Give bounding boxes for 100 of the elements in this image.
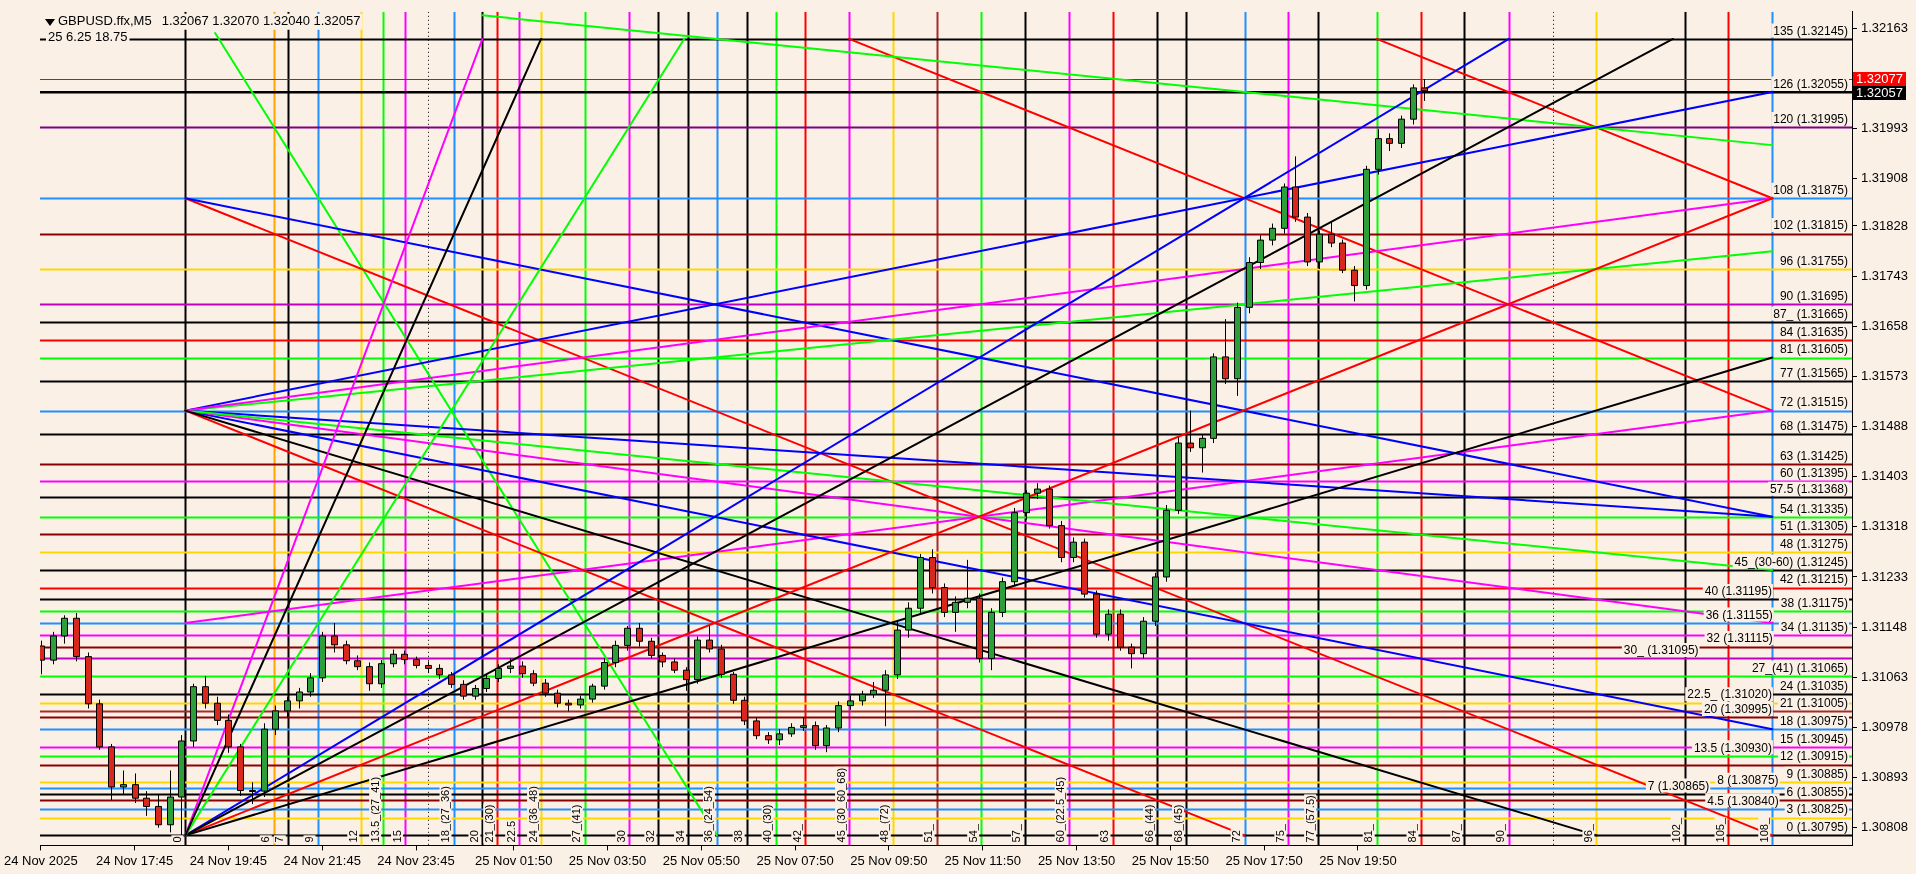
x-tick-label: 25 Nov 11:50 (944, 852, 1021, 868)
ref-line-label: 108 (1.31875) (1773, 183, 1849, 198)
ref-line-label: 81_ (1362, 823, 1375, 843)
x-tick-label: 25 Nov 19:50 (1319, 852, 1397, 868)
ref-line-label: 84_ (1406, 823, 1419, 843)
ref-line-label: 3 (1.30825) (1786, 802, 1849, 817)
ref-line-label: 0 (1.30795) (1786, 820, 1849, 835)
ref-line-label: 108_ (1757, 817, 1770, 843)
ref-line-label: 60 (1.31395) (1779, 466, 1849, 481)
y-tick-label: 1.30978 (1861, 718, 1909, 734)
ref-line-label: 96 (1.31755) (1779, 253, 1849, 268)
ref-line-label: 36_(24_54) (702, 786, 715, 843)
ref-line-label: 87_ (1449, 823, 1462, 843)
ref-line-label: 42 (1.31215) (1779, 572, 1849, 587)
ref-line-label: 48_(72) (878, 804, 891, 843)
y-tick-label: 1.30893 (1861, 769, 1909, 785)
ref-line-label: 60_(22.5_45) (1054, 776, 1067, 843)
ref-line-label: 15 (390, 830, 403, 843)
ref-line-label: 105_ (1714, 817, 1727, 843)
ref-line-label: 34 (673, 830, 686, 843)
ref-line-label: 6 (259, 836, 272, 843)
x-tick-label: 24 Nov 23:45 (377, 852, 455, 868)
x-tick-label: 24 Nov 2025 (3, 852, 78, 868)
ref-line-label: 7 (1.30865) (1647, 778, 1710, 793)
ref-line-label: 13.5_(27_41) (368, 776, 381, 843)
ref-line-label: 9 (303, 836, 316, 843)
ref-line-label: 22.5 (504, 820, 517, 843)
x-tick-label: 25 Nov 03:50 (568, 852, 647, 868)
ref-line-label: 9 (1.30885) (1786, 767, 1849, 782)
ref-line-label: 72 (1230, 830, 1243, 843)
y-tick-label: 1.31488 (1861, 418, 1909, 434)
ref-line-label: 18_(27_36) (439, 786, 452, 843)
ref-line-label: 40_(30) (761, 804, 774, 843)
ref-line-label: 45_(30-60) (1.31245) (1734, 554, 1849, 569)
ref-line-label: 54_ (966, 823, 979, 843)
ref-line-label: 12 (346, 830, 359, 843)
y-tick-label: 1.32163 (1861, 19, 1909, 35)
ref-line-label: 30 (614, 830, 627, 843)
ref-line-label: 15 (1.30945) (1779, 731, 1849, 746)
ref-line-label: 12 (1.30915) (1779, 749, 1849, 764)
ref-line-label: 7 (273, 836, 286, 843)
ref-line-label: 126 (1.32055) (1773, 76, 1849, 91)
x-tick-label: 24 Nov 21:45 (283, 852, 361, 868)
y-tick-label: 1.31318 (1861, 518, 1909, 534)
ref-line-label: 36 (1.31155) (1705, 607, 1773, 622)
ref-line-label: 24 (1.31035) (1779, 678, 1849, 693)
ref-line-label: 45_(30_60_68) (834, 767, 847, 843)
ref-line-label: 75_ (1273, 823, 1286, 843)
ref-line-label: 57.5 (1.31368) (1769, 482, 1849, 497)
ref-line-label: 68_(45) (1171, 804, 1184, 843)
ref-line-label: 90 (1.31695) (1779, 289, 1849, 304)
ref-line-label: 135 (1.32145) (1773, 23, 1849, 38)
ref-line-label: 6 (1.30855) (1786, 784, 1849, 799)
x-tick-label: 24 Nov 19:45 (189, 852, 268, 868)
x-tick-label: 25 Nov 13:50 (1037, 852, 1116, 868)
annotation: 25 6.25 18.75 (48, 28, 128, 44)
x-tick-label: 25 Nov 05:50 (662, 852, 740, 868)
ref-line-label: 4.5 (1.30840) (1707, 793, 1779, 808)
ref-line-label: 40 (1.31195) (1704, 584, 1772, 599)
ref-line-label: 48 (1.31275) (1779, 537, 1849, 552)
ref-line-label: 81 (1.31605) (1779, 342, 1849, 357)
ref-line-label: 20 (1.30995) (1703, 702, 1772, 717)
x-tick-label: 25 Nov 17:50 (1225, 852, 1303, 868)
x-tick-label: 24 Nov 17:45 (95, 852, 174, 868)
ref-line-label: 90_ (1494, 823, 1507, 843)
ref-line-label: 13.5 (1.30930) (1693, 740, 1772, 755)
ref-line-label: 30_ (1.31095) (1623, 643, 1699, 658)
ref-line-label: 63 (1098, 830, 1111, 843)
ref-line-label: 68 (1.31475) (1779, 419, 1849, 434)
ref-line-label: 21_(30) (482, 804, 495, 843)
ref-line-label: 38 (1.31175) (1780, 596, 1849, 610)
ref-line-label: 27_(41) (570, 804, 583, 843)
y-tick-label: 1.31658 (1861, 317, 1909, 333)
annotation: 1.32067 1.32070 1.32040 1.32057 (161, 12, 361, 28)
y-tick-label: 1.31573 (1861, 367, 1909, 383)
ref-line-label: 0 (170, 836, 183, 843)
ref-line-label: 54 (1.31335) (1779, 501, 1849, 516)
ref-line-label: 87_ (1.31665) (1773, 306, 1849, 321)
ref-line-label: 20 (467, 830, 480, 843)
x-tick-label: 25 Nov 07:50 (756, 852, 834, 868)
ref-line-label: 1.32077 (1856, 71, 1904, 87)
ref-line-label: 77 (1.31565) (1779, 365, 1849, 380)
ref-line-label: 102_ (1670, 817, 1683, 843)
ref-line-label: 42_ (790, 823, 803, 843)
x-tick-label: 25 Nov 15:50 (1131, 852, 1210, 868)
ref-line-label: 51 (1.31305) (1779, 519, 1849, 534)
ref-line-label: 1.32057 (1856, 85, 1904, 101)
ref-line-label: 77_(57.5) (1303, 795, 1316, 843)
y-tick-label: 1.31908 (1861, 170, 1909, 186)
ref-line-label: 38 (732, 830, 745, 843)
ref-line-label: 63 (1.31425) (1779, 448, 1849, 463)
ref-line-label: 34 (1.31135) (1780, 619, 1849, 634)
ref-line-label: 24_(36_48) (526, 786, 539, 843)
y-tick-label: 1.30808 (1861, 819, 1909, 835)
y-tick-label: 1.31148 (1861, 618, 1908, 634)
ref-line-label: 21 (1.31005) (1779, 696, 1849, 711)
x-tick-label: 25 Nov 09:50 (850, 852, 928, 868)
y-tick-label: 1.31993 (1861, 120, 1909, 136)
x-tick-label: 25 Nov 01:50 (475, 852, 553, 868)
y-tick-label: 1.31828 (1861, 217, 1909, 233)
